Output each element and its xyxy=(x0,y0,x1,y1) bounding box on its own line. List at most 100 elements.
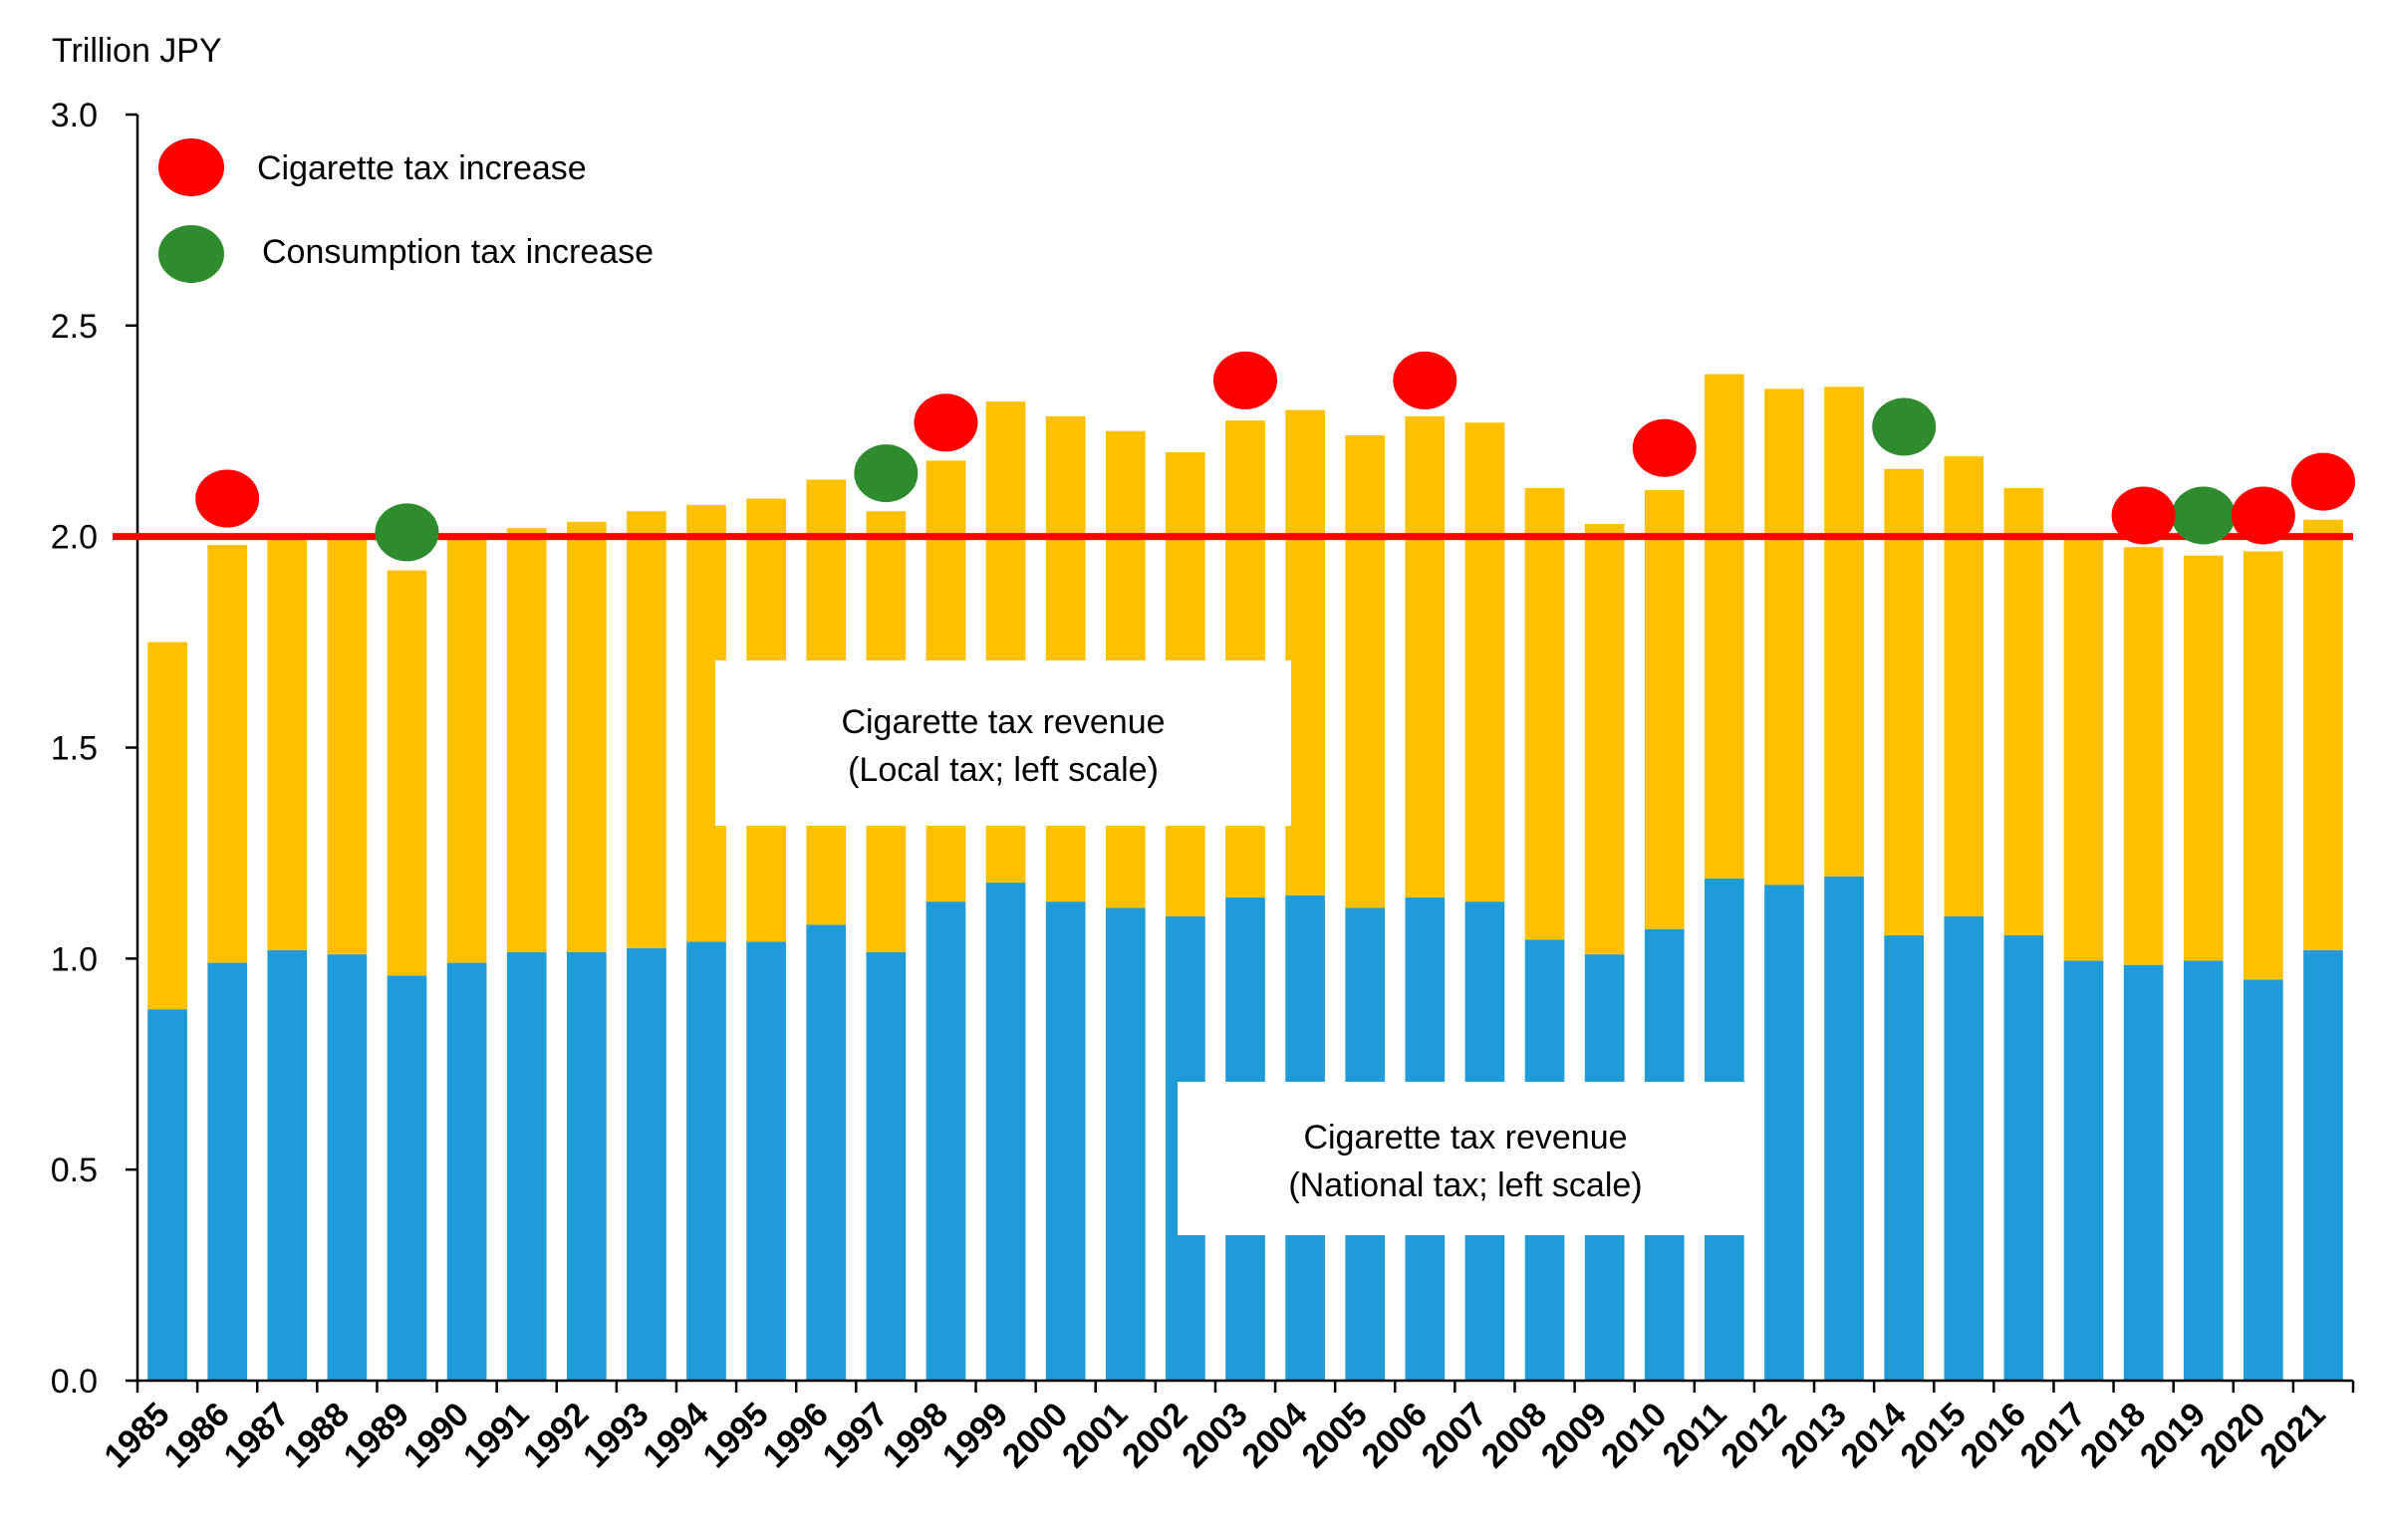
x-tick-label-1988: 1988 xyxy=(277,1396,357,1475)
bar-national-1996 xyxy=(806,924,847,1381)
annotation-box-national xyxy=(1178,1082,1753,1235)
y-axis-unit-label: Trillion JPY xyxy=(52,32,222,70)
x-tick-label-2020: 2020 xyxy=(2193,1396,2272,1475)
annotations-group: Cigarette tax revenue (Local tax; left sc… xyxy=(715,660,1753,1235)
bar-local-2017 xyxy=(2063,538,2104,961)
consumption-tax-increase-marker-2014 xyxy=(1872,397,1937,456)
bar-national-1995 xyxy=(746,941,786,1381)
annotation-box-local xyxy=(715,660,1291,826)
y-tick-label: 1.0 xyxy=(51,940,98,978)
annotation-national-line1: Cigarette tax revenue xyxy=(1303,1119,1627,1156)
bar-national-2012 xyxy=(1764,885,1804,1381)
x-tick-label-2005: 2005 xyxy=(1295,1396,1375,1475)
cigarette-tax-increase-marker-2018 xyxy=(2111,486,2176,545)
annotation-national-line2: (National tax; left scale) xyxy=(1288,1166,1642,1204)
bar-local-2014 xyxy=(1884,468,1925,936)
x-tick-label-2000: 2000 xyxy=(995,1396,1075,1475)
x-tick-label-2018: 2018 xyxy=(2073,1396,2153,1475)
bar-national-2019 xyxy=(2183,960,2224,1381)
x-tick-label-1986: 1986 xyxy=(156,1396,236,1475)
bar-national-1992 xyxy=(566,951,607,1381)
bar-national-1997 xyxy=(866,951,907,1381)
bar-local-2016 xyxy=(2003,487,2044,936)
x-tick-label-2004: 2004 xyxy=(1234,1396,1314,1475)
y-tick-label: 2.5 xyxy=(51,308,98,346)
x-tick-label-1993: 1993 xyxy=(576,1396,656,1475)
x-tick-label-2002: 2002 xyxy=(1115,1396,1194,1475)
x-tick-label-2021: 2021 xyxy=(2252,1396,2332,1475)
bar-local-2000 xyxy=(1045,415,1086,902)
cigarette-tax-increase-marker-2020 xyxy=(2231,486,2295,545)
bar-local-1990 xyxy=(446,536,487,963)
y-tick-label: 1.5 xyxy=(51,730,98,768)
x-tick-label-2011: 2011 xyxy=(1655,1396,1733,1474)
cigarette-tax-increase-marker-2006 xyxy=(1393,351,1457,409)
bar-national-1987 xyxy=(267,949,308,1381)
bar-local-1991 xyxy=(506,528,547,952)
bar-local-2015 xyxy=(1944,456,1984,916)
bar-national-2001 xyxy=(1105,907,1146,1381)
consumption-tax-increase-marker-1989 xyxy=(375,503,439,562)
bar-national-1985 xyxy=(147,1009,187,1381)
x-tick-label-1985: 1985 xyxy=(97,1396,176,1475)
bar-national-2000 xyxy=(1045,901,1086,1381)
bar-local-2019 xyxy=(2183,555,2224,961)
legend-group: Cigarette tax increase Consumption tax in… xyxy=(158,138,654,283)
bar-local-2009 xyxy=(1584,523,1625,955)
bar-national-1990 xyxy=(446,962,487,1381)
x-tick-label-2014: 2014 xyxy=(1833,1396,1913,1475)
x-tick-label-2016: 2016 xyxy=(1954,1396,2033,1475)
legend-consumption-tax-marker xyxy=(158,225,224,283)
bar-national-2013 xyxy=(1824,876,1864,1381)
y-tick-label: 2.0 xyxy=(51,519,98,557)
x-tick-label-2007: 2007 xyxy=(1415,1396,1494,1475)
bar-local-2010 xyxy=(1644,490,1685,929)
x-tick-label-2006: 2006 xyxy=(1355,1396,1435,1475)
x-tick-label-1996: 1996 xyxy=(756,1396,836,1475)
bar-national-1989 xyxy=(387,975,427,1381)
bar-local-1989 xyxy=(387,570,427,976)
x-tick-label-1995: 1995 xyxy=(695,1396,775,1475)
bar-local-2004 xyxy=(1285,409,1325,896)
x-tick-label-2012: 2012 xyxy=(1714,1396,1793,1475)
x-tick-label-2019: 2019 xyxy=(2133,1396,2213,1475)
x-tick-label-1987: 1987 xyxy=(217,1396,297,1475)
bar-national-1998 xyxy=(926,901,966,1381)
bar-local-1985 xyxy=(147,642,187,1010)
bar-local-2012 xyxy=(1764,388,1804,886)
y-tick-label: 0.0 xyxy=(51,1363,98,1401)
bar-national-1988 xyxy=(327,954,368,1381)
cigarette-tax-increase-marker-1998 xyxy=(914,393,978,452)
bar-national-2021 xyxy=(2303,949,2343,1381)
x-tick-label-2017: 2017 xyxy=(2013,1396,2093,1475)
x-tick-label-2015: 2015 xyxy=(1894,1396,1974,1475)
x-tick-label-1990: 1990 xyxy=(397,1396,476,1475)
axes-group: 0.0 0.5 1.0 1.5 2.0 2.5 3.0 1985198619871988198… xyxy=(51,97,2355,1475)
bar-local-2013 xyxy=(1824,386,1864,877)
bar-national-1993 xyxy=(627,947,666,1381)
x-tick-label-2010: 2010 xyxy=(1594,1396,1674,1475)
bar-national-2015 xyxy=(1944,915,1984,1381)
x-tick-label-2008: 2008 xyxy=(1474,1396,1554,1475)
x-tick-label-2001: 2001 xyxy=(1055,1396,1135,1475)
bar-local-2020 xyxy=(2244,551,2283,980)
y-tick-label: 0.5 xyxy=(51,1152,98,1189)
cigarette-tax-increase-marker-2003 xyxy=(1213,351,1277,409)
x-tick-label-2003: 2003 xyxy=(1175,1396,1254,1475)
bar-local-2021 xyxy=(2303,519,2343,950)
bar-national-2014 xyxy=(1884,935,1925,1381)
annotation-local-line2: (Local tax; left scale) xyxy=(848,751,1159,789)
bar-local-2005 xyxy=(1345,434,1386,908)
bars-group xyxy=(147,374,2343,1381)
bar-national-2016 xyxy=(2003,935,2044,1381)
bar-local-1988 xyxy=(327,536,368,955)
consumption-tax-increase-marker-2019 xyxy=(2171,486,2236,545)
cigarette-tax-increase-marker-1986 xyxy=(195,469,260,528)
bar-local-2011 xyxy=(1705,374,1744,879)
bar-national-1999 xyxy=(985,883,1026,1381)
x-tick-label-1999: 1999 xyxy=(935,1396,1015,1475)
legend-cigarette-tax-label: Cigarette tax increase xyxy=(257,149,587,187)
bar-national-2020 xyxy=(2244,979,2283,1381)
bar-local-2006 xyxy=(1405,415,1446,898)
